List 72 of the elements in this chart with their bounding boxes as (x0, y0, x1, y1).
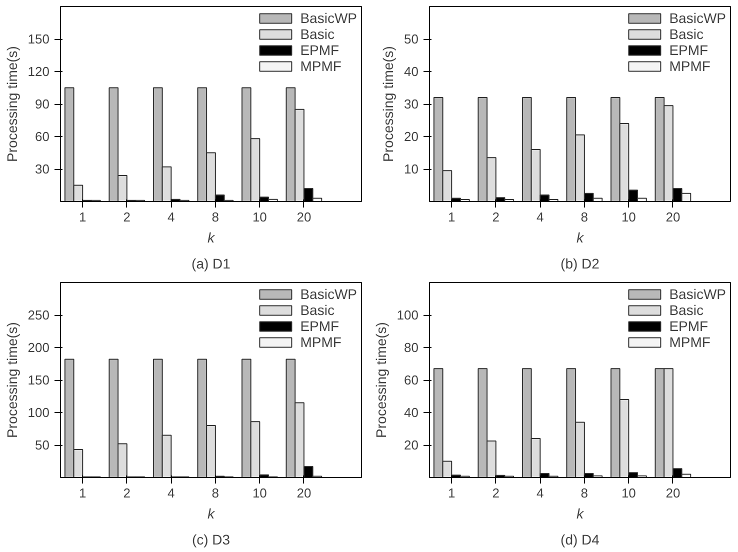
x-tick-label: 4 (536, 210, 544, 224)
legend-label: Basic (300, 302, 334, 318)
x-tick-label: 8 (212, 210, 220, 224)
x-axis-title: k (576, 506, 584, 522)
x-tick-label: 2 (492, 210, 500, 224)
legend-label: MPMF (669, 58, 710, 74)
x-tick-label: 20 (666, 210, 680, 224)
y-tick-label: 150 (28, 32, 50, 46)
y-tick-label: 120 (28, 64, 50, 79)
legend-label: MPMF (300, 334, 342, 350)
x-tick-label: 8 (580, 486, 588, 500)
x-tick-label: 2 (123, 486, 131, 500)
x-tick-label: 1 (448, 210, 456, 224)
legend-label: Basic (669, 26, 704, 42)
x-axis-title: k (208, 230, 216, 246)
x-tick-label: 2 (492, 486, 500, 500)
legend-label: BasicWP (669, 286, 726, 302)
legend-label: EPMF (300, 318, 340, 334)
y-tick-label: 250 (28, 308, 50, 322)
x-tick-label: 1 (79, 486, 86, 500)
y-tick-label: 60 (404, 372, 419, 388)
x-tick-label: 1 (79, 210, 86, 224)
legend-label: MPMF (669, 334, 710, 350)
x-tick-label: 20 (296, 486, 312, 500)
x-axis-title: k (576, 230, 584, 246)
y-tick-label: 30 (35, 162, 50, 176)
legend-label: MPMF (300, 58, 342, 74)
y-axis-title: Processing time(s) (380, 46, 396, 162)
y-tick-label: 10 (404, 162, 419, 176)
y-tick-label: 40 (404, 64, 419, 79)
y-tick-label: 150 (28, 372, 50, 388)
legend-label: EPMF (300, 42, 340, 58)
text: (a) D1 (192, 256, 231, 272)
y-tick-label: 100 (396, 308, 419, 322)
y-tick-label: 200 (28, 340, 50, 355)
x-tick-label: 8 (580, 210, 588, 224)
y-tick-label: 80 (404, 340, 419, 355)
text: (b) D2 (560, 256, 600, 272)
legend-label: BasicWP (669, 10, 726, 26)
y-tick-label: 100 (28, 405, 50, 420)
x-tick-label: 4 (168, 210, 175, 224)
x-tick-label: 4 (536, 486, 544, 500)
legend-label: Basic (669, 302, 704, 318)
x-tick-label: 10 (252, 210, 267, 224)
y-tick-label: 50 (404, 32, 419, 46)
y-tick-label: 20 (404, 438, 419, 452)
legend-label: BasicWP (300, 10, 357, 26)
y-tick-label: 60 (35, 129, 50, 144)
x-tick-label: 2 (123, 210, 131, 224)
y-axis-title: Processing time(s) (4, 322, 20, 438)
legend-label: EPMF (669, 318, 708, 334)
y-tick-label: 50 (35, 438, 50, 452)
y-tick-label: 40 (404, 405, 419, 420)
x-tick-label: 1 (448, 486, 456, 500)
y-tick-label: 30 (404, 96, 419, 112)
y-tick-label: 90 (35, 96, 50, 112)
legend-label: Basic (300, 26, 334, 42)
x-tick-label: 10 (252, 486, 267, 500)
legend-label: EPMF (669, 42, 708, 58)
x-tick-label: 10 (621, 486, 636, 500)
y-axis-title: Processing time(s) (372, 322, 389, 438)
y-tick-label: 20 (404, 129, 419, 144)
x-tick-label: 4 (168, 486, 175, 500)
x-axis-title: k (208, 506, 216, 522)
text: (c) D3 (192, 532, 230, 548)
legend-label: BasicWP (300, 286, 357, 302)
text: (d) D4 (560, 532, 600, 548)
y-axis-title: Processing time(s) (4, 46, 20, 162)
x-tick-label: 20 (666, 486, 680, 500)
x-tick-label: 10 (621, 210, 636, 224)
x-tick-label: 20 (296, 210, 312, 224)
x-tick-label: 8 (212, 486, 220, 500)
